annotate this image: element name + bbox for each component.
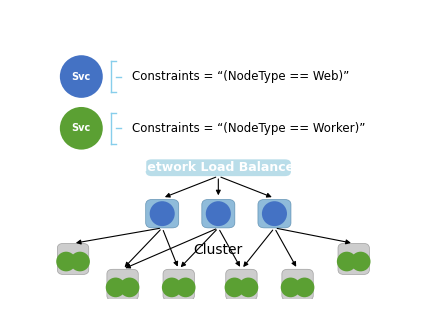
Ellipse shape bbox=[239, 278, 258, 297]
FancyBboxPatch shape bbox=[338, 243, 369, 275]
Text: Constraints = “(NodeType == Web)”: Constraints = “(NodeType == Web)” bbox=[132, 70, 350, 83]
Ellipse shape bbox=[106, 278, 126, 297]
Text: Svc: Svc bbox=[72, 72, 91, 82]
Text: Constraints = “(NodeType == Worker)”: Constraints = “(NodeType == Worker)” bbox=[132, 122, 366, 135]
FancyBboxPatch shape bbox=[107, 269, 138, 300]
Ellipse shape bbox=[206, 201, 231, 226]
Ellipse shape bbox=[176, 278, 196, 297]
Ellipse shape bbox=[60, 107, 103, 150]
Text: Svc: Svc bbox=[72, 123, 91, 133]
Ellipse shape bbox=[56, 252, 76, 271]
FancyBboxPatch shape bbox=[258, 200, 291, 228]
Ellipse shape bbox=[150, 201, 175, 226]
FancyBboxPatch shape bbox=[146, 200, 179, 228]
Text: Cluster: Cluster bbox=[194, 243, 243, 257]
Ellipse shape bbox=[337, 252, 357, 271]
Ellipse shape bbox=[262, 201, 287, 226]
FancyBboxPatch shape bbox=[163, 269, 194, 300]
Ellipse shape bbox=[351, 252, 371, 271]
Ellipse shape bbox=[120, 278, 139, 297]
Text: Network Load Balancer: Network Load Balancer bbox=[137, 161, 300, 174]
FancyBboxPatch shape bbox=[146, 159, 291, 176]
FancyBboxPatch shape bbox=[202, 200, 235, 228]
Ellipse shape bbox=[225, 278, 245, 297]
FancyBboxPatch shape bbox=[58, 243, 89, 275]
Ellipse shape bbox=[70, 252, 90, 271]
FancyBboxPatch shape bbox=[226, 269, 257, 300]
FancyBboxPatch shape bbox=[282, 269, 313, 300]
Ellipse shape bbox=[281, 278, 300, 297]
Ellipse shape bbox=[295, 278, 314, 297]
Ellipse shape bbox=[60, 55, 103, 98]
Ellipse shape bbox=[162, 278, 181, 297]
